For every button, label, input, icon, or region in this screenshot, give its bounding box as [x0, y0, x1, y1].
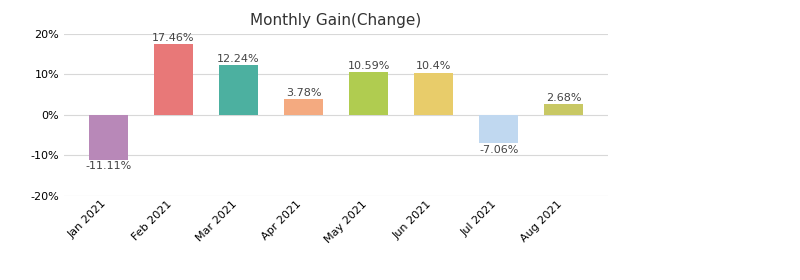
Bar — [284, 99, 323, 115]
Text: -7.06%: -7.06% — [479, 145, 518, 155]
Text: 17.46%: 17.46% — [152, 33, 194, 43]
Text: 10.59%: 10.59% — [347, 60, 390, 71]
Text: 12.24%: 12.24% — [217, 54, 260, 64]
Bar — [544, 104, 583, 115]
Text: 10.4%: 10.4% — [416, 61, 451, 71]
Bar — [414, 73, 453, 115]
Bar — [219, 65, 258, 115]
Text: 2.68%: 2.68% — [546, 93, 582, 103]
Title: Monthly Gain(Change): Monthly Gain(Change) — [250, 13, 422, 28]
Text: 3.78%: 3.78% — [286, 88, 322, 98]
Bar — [154, 44, 193, 115]
Text: -11.11%: -11.11% — [85, 161, 131, 171]
Bar — [89, 115, 128, 160]
Bar — [479, 115, 518, 143]
Bar — [349, 72, 388, 115]
